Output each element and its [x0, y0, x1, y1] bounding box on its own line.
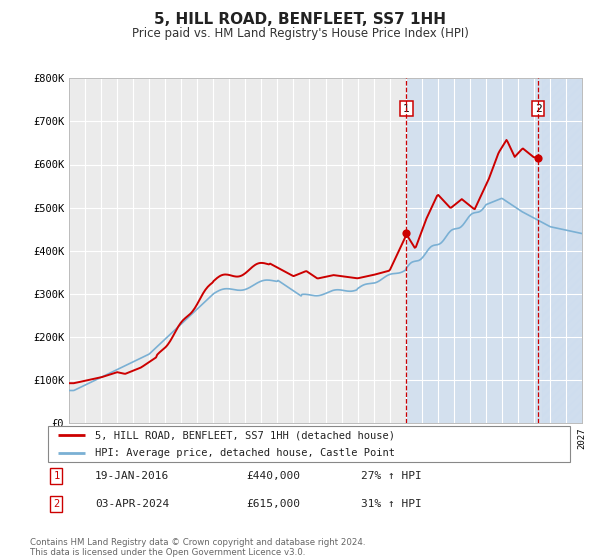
- 5, HILL ROAD, BENFLEET, SS7 1HH (detached house): [361, 273, 368, 280]
- Bar: [406, 78, 582, 423]
- 5, HILL ROAD, BENFLEET, SS7 1HH (detached house): [251, 262, 259, 268]
- HPI: Average price, detached house, Castle Point: (2.02e+03, 3.72e+05): Average price, detached house, Castle Po…: [408, 259, 415, 266]
- 5, HILL ROAD, BENFLEET, SS7 1HH (detached house): [535, 154, 542, 161]
- HPI: Average price, detached house, Castle Point: (2.02e+03, 4.51e+05): Average price, detached house, Castle Po…: [452, 226, 459, 232]
- Text: 5, HILL ROAD, BENFLEET, SS7 1HH (detached house): 5, HILL ROAD, BENFLEET, SS7 1HH (detache…: [95, 431, 395, 440]
- Text: 19-JAN-2016: 19-JAN-2016: [95, 471, 169, 481]
- Text: £440,000: £440,000: [247, 471, 301, 481]
- HPI: Average price, detached house, Castle Point: (2.02e+03, 5.21e+05): Average price, detached house, Castle Po…: [498, 195, 505, 202]
- Line: 5, HILL ROAD, BENFLEET, SS7 1HH (detached house): 5, HILL ROAD, BENFLEET, SS7 1HH (detache…: [69, 140, 538, 383]
- Point: [533, 153, 543, 162]
- Text: 2: 2: [535, 104, 542, 114]
- Text: 5, HILL ROAD, BENFLEET, SS7 1HH: 5, HILL ROAD, BENFLEET, SS7 1HH: [154, 12, 446, 27]
- HPI: Average price, detached house, Castle Point: (2e+03, 7.5e+04): Average price, detached house, Castle Po…: [65, 387, 73, 394]
- 5, HILL ROAD, BENFLEET, SS7 1HH (detached house): [406, 237, 413, 244]
- Text: 1: 1: [403, 104, 410, 114]
- Point: [401, 229, 411, 238]
- Text: Price paid vs. HM Land Registry's House Price Index (HPI): Price paid vs. HM Land Registry's House …: [131, 27, 469, 40]
- FancyBboxPatch shape: [48, 426, 570, 462]
- HPI: Average price, detached house, Castle Point: (2.01e+03, 2.95e+05): Average price, detached house, Castle Po…: [298, 292, 305, 299]
- Text: £615,000: £615,000: [247, 499, 301, 509]
- Text: 03-APR-2024: 03-APR-2024: [95, 499, 169, 509]
- Text: This data is licensed under the Open Government Licence v3.0.: This data is licensed under the Open Gov…: [30, 548, 305, 557]
- Line: HPI: Average price, detached house, Castle Point: HPI: Average price, detached house, Cast…: [69, 198, 582, 390]
- 5, HILL ROAD, BENFLEET, SS7 1HH (detached house): [503, 137, 510, 143]
- HPI: Average price, detached house, Castle Point: (2e+03, 1.83e+05): Average price, detached house, Castle Po…: [156, 340, 163, 347]
- Bar: [542, 78, 582, 423]
- 5, HILL ROAD, BENFLEET, SS7 1HH (detached house): [404, 233, 411, 240]
- HPI: Average price, detached house, Castle Point: (2.01e+03, 3.24e+05): Average price, detached house, Castle Po…: [368, 280, 375, 287]
- Text: Contains HM Land Registry data © Crown copyright and database right 2024.: Contains HM Land Registry data © Crown c…: [30, 538, 365, 547]
- Text: 2: 2: [53, 499, 59, 509]
- 5, HILL ROAD, BENFLEET, SS7 1HH (detached house): [65, 380, 73, 386]
- Text: 1: 1: [53, 471, 59, 481]
- 5, HILL ROAD, BENFLEET, SS7 1HH (detached house): [122, 370, 129, 377]
- HPI: Average price, detached house, Castle Point: (2e+03, 2.73e+05): Average price, detached house, Castle Po…: [197, 302, 205, 309]
- Text: 31% ↑ HPI: 31% ↑ HPI: [361, 499, 422, 509]
- 5, HILL ROAD, BENFLEET, SS7 1HH (detached house): [218, 272, 226, 278]
- HPI: Average price, detached house, Castle Point: (2.03e+03, 4.4e+05): Average price, detached house, Castle Po…: [578, 230, 586, 237]
- Text: HPI: Average price, detached house, Castle Point: HPI: Average price, detached house, Cast…: [95, 448, 395, 458]
- Text: 27% ↑ HPI: 27% ↑ HPI: [361, 471, 422, 481]
